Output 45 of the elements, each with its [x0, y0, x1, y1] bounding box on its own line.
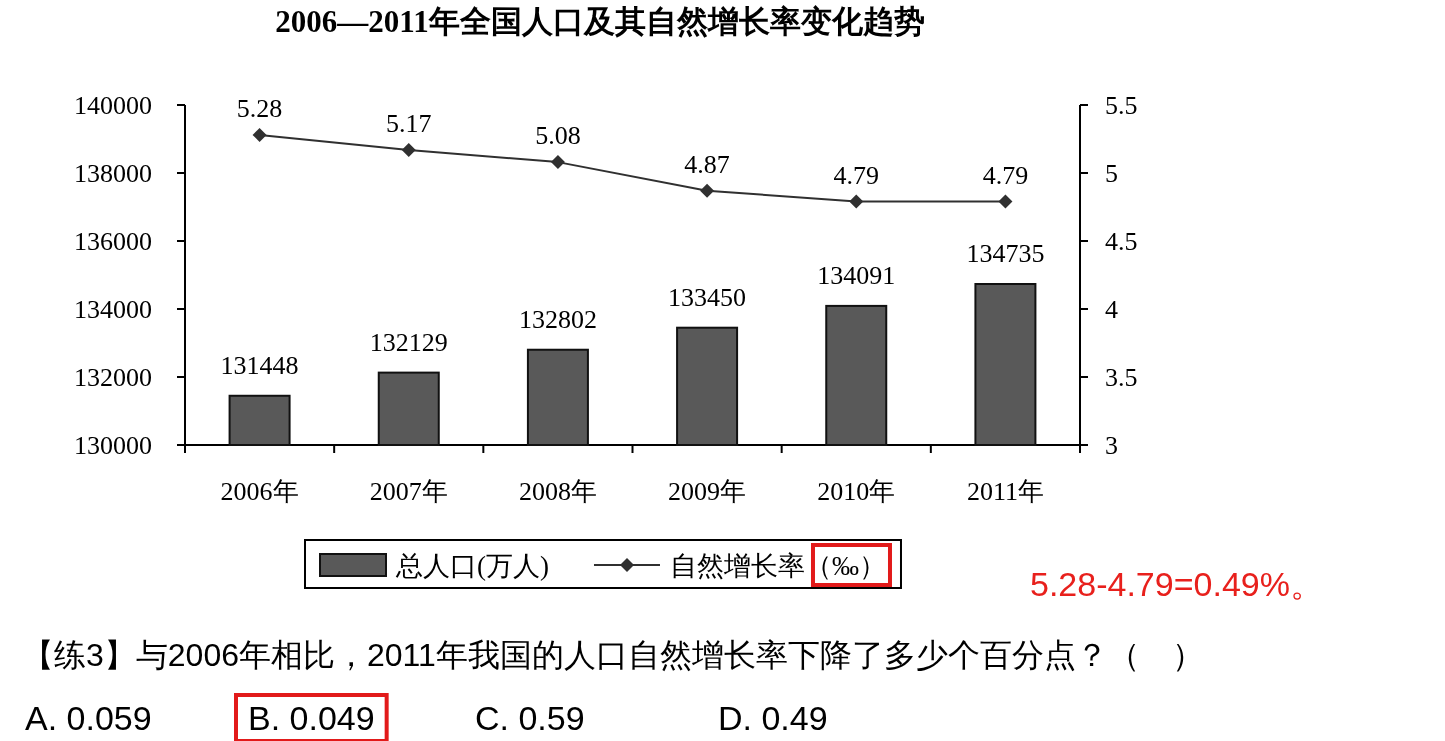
data-label: 4.79: [833, 160, 879, 190]
point: [550, 155, 565, 170]
text: 【练3】与2006年相比，2011年我国的人口自然增长率下降了多少个百分点？（ ）: [22, 637, 1204, 673]
x-tick-label: 2009年: [668, 477, 747, 506]
y-tick-label: 140000: [74, 91, 152, 120]
chart-title: 2006—2011年全国人口及其自然增长率变化趋势: [275, 4, 925, 39]
data-label: 134091: [817, 260, 896, 290]
data-label: 133450: [668, 282, 747, 312]
x-tick-label: 2007年: [369, 477, 448, 506]
data-label: 5.28: [236, 93, 283, 123]
data-label: 4.87: [684, 149, 730, 179]
y-tick-label: 138000: [74, 159, 152, 188]
x-tick-label: 2010年: [817, 477, 896, 506]
text: 5.28-4.79=0.49%。: [1030, 565, 1324, 603]
data-label: 134735: [966, 239, 1045, 269]
y2-tick-label: 4.5: [1105, 227, 1138, 256]
y2-tick-label: 3.5: [1105, 363, 1138, 392]
data-label: 5.17: [386, 108, 432, 138]
data-label: 132129: [369, 327, 448, 357]
point: [401, 142, 416, 157]
text: D. 0.49: [718, 699, 828, 737]
point: [998, 194, 1013, 209]
data-label: 4.79: [982, 160, 1029, 190]
x-tick-label: 2006年: [220, 477, 299, 506]
point: [700, 183, 715, 198]
x-tick-label: 2008年: [518, 477, 597, 506]
text: A. 0.059: [25, 699, 152, 737]
y-tick-label: 136000: [74, 227, 152, 256]
data-label: 132802: [518, 304, 597, 334]
text: C. 0.59: [475, 699, 585, 737]
data-label: 131448: [220, 350, 299, 380]
y2-tick-label: 3: [1105, 431, 1118, 460]
y2-tick-label: 4: [1105, 295, 1118, 324]
y2-tick-label: 5.5: [1105, 91, 1138, 120]
y-tick-label: 134000: [74, 295, 152, 324]
point: [252, 127, 267, 142]
legend-label: 自然增长率（‰）: [669, 551, 886, 581]
text: B. 0.049: [248, 699, 375, 737]
data-label: 5.08: [535, 121, 581, 151]
legend-label: 总人口(万人): [395, 551, 549, 581]
y-tick-label: 132000: [74, 363, 152, 392]
x-tick-label: 2011年: [966, 477, 1044, 506]
point: [849, 194, 864, 209]
y-tick-label: 130000: [74, 431, 152, 460]
y2-tick-label: 5: [1105, 159, 1118, 188]
